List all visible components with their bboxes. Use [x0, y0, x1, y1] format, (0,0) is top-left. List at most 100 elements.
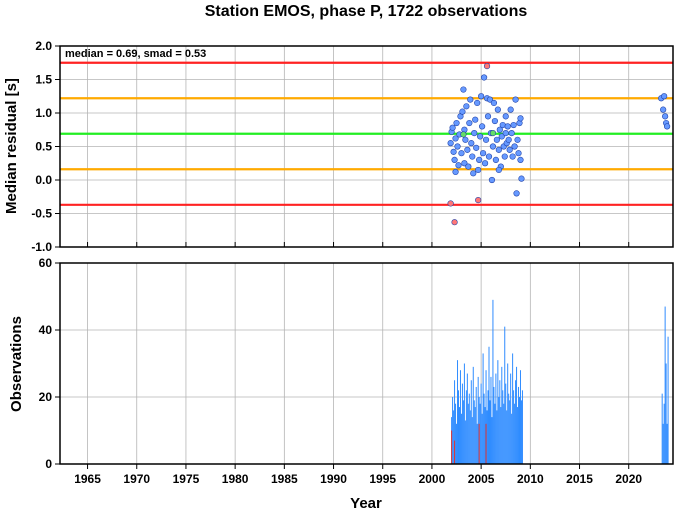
observation-bar: [519, 397, 521, 464]
observation-bar: [509, 400, 511, 464]
observation-bar: [454, 440, 456, 464]
observation-bar: [488, 346, 490, 464]
residual-point: [506, 146, 513, 153]
observation-bar: [479, 403, 481, 464]
observation-bar: [661, 393, 663, 464]
residual-y-tick-label: 2.0: [35, 39, 52, 53]
x-tick-label: 1990: [320, 472, 347, 486]
observations-y-tick-label: 0: [45, 457, 52, 471]
residual-point: [495, 166, 502, 174]
observation-bar: [462, 400, 464, 464]
observation-bar: [481, 413, 483, 464]
median-smad-annotation: median = 0.69, smad = 0.53: [65, 48, 206, 60]
observations-y-tick-label: 60: [39, 256, 53, 270]
observation-bar: [489, 400, 491, 464]
observation-bar: [505, 383, 507, 464]
x-tick-label: 2000: [419, 472, 446, 486]
residual-point: [517, 115, 524, 122]
observations-y-tick-label: 40: [39, 323, 53, 337]
observation-bar: [471, 417, 473, 464]
residual-point: [479, 150, 487, 157]
observation-bar: [464, 420, 466, 464]
observation-bar: [517, 407, 519, 464]
residual-point: [661, 93, 668, 100]
residual-point: [478, 93, 485, 100]
observation-bar: [498, 397, 500, 464]
residual-y-tick-label: -0.5: [31, 207, 52, 221]
residual-point: [476, 156, 483, 163]
observations-x-ticks: 1965 1970 1975 1980 1985 1990 1995 2000 2005 2010…: [74, 464, 642, 486]
residual-point: [513, 190, 520, 197]
observation-bar: [477, 376, 479, 464]
observation-bar: [466, 373, 468, 464]
residual-point: [460, 86, 467, 93]
figure-title: Station EMOS, phase P, 1722 observations: [205, 3, 528, 20]
residual-point: [466, 119, 473, 127]
observation-bar: [485, 423, 487, 464]
residual-point: [452, 135, 459, 142]
observation-bar: [508, 393, 510, 464]
observation-bar: [451, 430, 453, 464]
residual-point: [447, 140, 454, 147]
residual-point: [502, 130, 509, 137]
observations-y-ticks: 0 20 40 60: [39, 256, 60, 471]
observation-bar: [490, 376, 492, 464]
observation-bar: [515, 380, 517, 464]
residual-point: [502, 113, 509, 120]
residual-point: [504, 123, 511, 130]
residual-y-tick-label: 1.5: [35, 73, 52, 87]
observation-bar: [514, 403, 516, 464]
residual-point: [518, 175, 525, 182]
observation-bar: [665, 363, 667, 464]
residual-points: [447, 62, 671, 226]
observation-bar: [663, 403, 665, 464]
residual-point: [452, 168, 459, 176]
residual-point: [512, 96, 519, 103]
residual-point: [462, 136, 469, 143]
residual-point: [467, 96, 474, 103]
observation-bar: [520, 400, 522, 464]
x-tick-label: 2015: [566, 472, 593, 486]
observation-bar: [513, 390, 515, 464]
observation-bar: [494, 403, 496, 464]
observation-bar: [495, 373, 497, 464]
observation-bar: [457, 390, 459, 464]
observation-bar: [458, 407, 460, 464]
residual-point: [515, 150, 522, 157]
x-tick-label: 1995: [369, 472, 396, 486]
residual-point: [509, 153, 516, 160]
observations-panel: 0 20 40 60 1965 1970 1975 1980 1985 1990 1995 2000…: [8, 256, 674, 511]
residual-point: [511, 143, 518, 150]
residual-point: [459, 108, 466, 115]
residual-point: [463, 103, 470, 110]
residual-point: [470, 170, 477, 177]
observation-bar: [476, 423, 478, 464]
observation-bar: [492, 299, 494, 464]
observation-bar: [512, 353, 514, 464]
observations-bars: [451, 299, 669, 464]
x-tick-label: 1980: [222, 472, 249, 486]
residual-point: [449, 124, 456, 131]
observation-bar: [491, 417, 493, 464]
residual-point: [486, 96, 494, 103]
observation-bar: [506, 410, 508, 464]
residual-point: [451, 156, 458, 163]
observation-bar: [507, 363, 509, 464]
observation-bar: [455, 403, 457, 464]
observation-bar: [482, 353, 484, 464]
observation-bar: [510, 373, 512, 464]
residual-point: [475, 166, 482, 174]
residual-point: [491, 117, 499, 125]
observation-bar: [463, 363, 465, 464]
residual-point: [662, 113, 669, 120]
residual-point: [498, 133, 505, 140]
residual-point: [482, 136, 490, 143]
residual-point: [517, 156, 524, 163]
observation-bar: [664, 306, 666, 464]
observation-bar: [480, 383, 482, 464]
residual-point: [480, 74, 488, 81]
residual-point: [477, 133, 484, 140]
x-tick-label: 1965: [74, 472, 101, 486]
residual-point: [474, 99, 481, 107]
residual-y-tick-label: 1.0: [35, 106, 52, 120]
